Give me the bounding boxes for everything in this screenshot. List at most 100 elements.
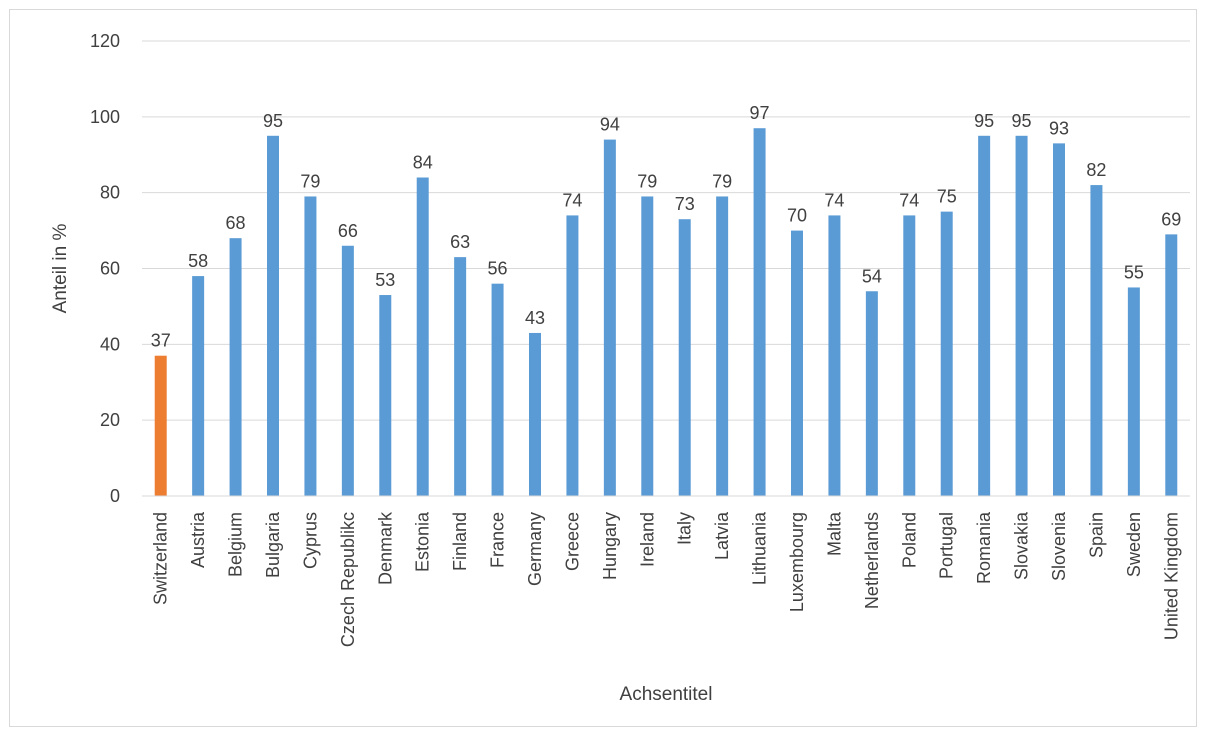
data-label: 95 bbox=[263, 111, 283, 131]
chart-frame bbox=[9, 9, 1197, 727]
data-label: 94 bbox=[600, 115, 620, 135]
bar-denmark bbox=[379, 295, 392, 496]
bar-lithuania bbox=[753, 128, 766, 497]
data-label: 84 bbox=[413, 153, 433, 173]
data-label: 95 bbox=[974, 111, 994, 131]
bar-italy bbox=[678, 219, 691, 497]
bar-united-kingdom bbox=[1165, 234, 1178, 496]
x-tick-label: Lithuania bbox=[750, 511, 770, 585]
data-label: 95 bbox=[1012, 111, 1032, 131]
y-tick-label: 20 bbox=[100, 410, 120, 430]
bar-hungary bbox=[603, 139, 616, 497]
bar-luxembourg bbox=[791, 230, 803, 497]
y-tick-label: 40 bbox=[100, 334, 120, 354]
bar-belgium bbox=[229, 238, 242, 496]
y-tick-label: 120 bbox=[90, 31, 120, 51]
x-tick-label: Portugal bbox=[937, 512, 957, 579]
bar-switzerland bbox=[154, 355, 167, 496]
bar-malta bbox=[828, 215, 841, 496]
data-label: 79 bbox=[300, 171, 320, 191]
data-label: 68 bbox=[226, 213, 246, 233]
data-label: 53 bbox=[375, 270, 395, 290]
bar-portugal bbox=[940, 211, 953, 496]
x-tick-label: Netherlands bbox=[862, 512, 882, 609]
data-label: 43 bbox=[525, 308, 545, 328]
x-tick-label: Bulgaria bbox=[263, 511, 283, 578]
x-tick-label: Czech Republikc bbox=[338, 512, 358, 647]
data-label: 79 bbox=[637, 171, 657, 191]
y-axis-ticks: 0 20 40 60 80 100 120 bbox=[90, 31, 120, 506]
x-tick-label: Hungary bbox=[600, 512, 620, 580]
x-tick-label: Spain bbox=[1086, 512, 1106, 558]
bar-slovakia bbox=[1015, 135, 1028, 496]
x-axis-ticks: Switzerland Austria Belgium Bulgaria Cyprus C… bbox=[151, 511, 1182, 647]
x-tick-label: Slovenia bbox=[1049, 511, 1069, 581]
x-tick-label: United Kingdom bbox=[1161, 512, 1181, 640]
data-label: 58 bbox=[188, 251, 208, 271]
data-label: 55 bbox=[1124, 262, 1144, 282]
x-tick-label: Germany bbox=[525, 512, 545, 586]
bar-ireland bbox=[641, 196, 654, 497]
bar-greece bbox=[566, 215, 579, 496]
gridlines bbox=[142, 40, 1190, 421]
x-tick-label: Finland bbox=[450, 512, 470, 571]
y-axis-title: Anteil in % bbox=[50, 224, 71, 314]
bar-latvia bbox=[716, 196, 729, 497]
x-tick-label: Estonia bbox=[413, 511, 433, 572]
data-label: 74 bbox=[899, 190, 919, 210]
data-labels: 37 58 68 95 79 66 53 84 63 56 43 74 94 79 73 79 97 70 74 54… bbox=[151, 103, 1182, 351]
x-tick-label: Slovakia bbox=[1012, 511, 1032, 580]
bar-sweden bbox=[1127, 287, 1140, 496]
x-tick-label: Switzerland bbox=[151, 512, 171, 605]
data-label: 56 bbox=[488, 259, 508, 279]
y-tick-label: 80 bbox=[100, 183, 120, 203]
x-tick-label: Denmark bbox=[375, 511, 395, 585]
data-label: 74 bbox=[824, 190, 844, 210]
bar-spain bbox=[1090, 185, 1103, 497]
data-label: 73 bbox=[675, 194, 695, 214]
x-tick-label: Austria bbox=[188, 511, 208, 568]
x-tick-label: Romania bbox=[974, 511, 994, 584]
x-tick-label: Italy bbox=[675, 512, 695, 545]
bar-estonia bbox=[416, 177, 429, 496]
data-label: 82 bbox=[1086, 160, 1106, 180]
bar-france bbox=[491, 283, 504, 496]
bar-germany bbox=[529, 332, 541, 496]
bar-cyprus bbox=[304, 196, 317, 497]
x-tick-label: Belgium bbox=[226, 512, 246, 577]
bar-netherlands bbox=[865, 291, 878, 496]
bar-poland bbox=[903, 215, 916, 496]
bars bbox=[154, 128, 1178, 497]
bar-finland bbox=[454, 257, 467, 496]
data-label: 79 bbox=[712, 171, 732, 191]
data-label: 70 bbox=[787, 206, 807, 226]
x-tick-label: Malta bbox=[824, 511, 844, 556]
x-tick-label: France bbox=[488, 512, 508, 568]
data-label: 93 bbox=[1049, 118, 1069, 138]
data-label: 37 bbox=[151, 331, 171, 351]
data-label: 97 bbox=[750, 103, 770, 123]
bar-slovenia bbox=[1053, 143, 1065, 496]
x-axis-title: Achsentitel bbox=[620, 684, 713, 705]
bar-czech-republikc bbox=[341, 245, 354, 496]
bar-romania bbox=[978, 135, 991, 496]
y-tick-label: 100 bbox=[90, 107, 120, 127]
y-tick-label: 60 bbox=[100, 259, 120, 279]
x-tick-label: Latvia bbox=[712, 511, 732, 560]
x-tick-label: Ireland bbox=[637, 512, 657, 567]
x-tick-label: Cyprus bbox=[300, 512, 320, 569]
x-tick-label: Greece bbox=[562, 512, 582, 571]
y-tick-label: 0 bbox=[110, 486, 120, 506]
data-label: 63 bbox=[450, 232, 470, 252]
data-label: 75 bbox=[937, 187, 957, 207]
data-label: 74 bbox=[562, 190, 582, 210]
data-label: 66 bbox=[338, 221, 358, 241]
bar-bulgaria bbox=[267, 135, 279, 496]
x-tick-label: Poland bbox=[899, 512, 919, 568]
x-tick-label: Luxembourg bbox=[787, 512, 807, 612]
x-tick-label: Sweden bbox=[1124, 512, 1144, 577]
data-label: 69 bbox=[1161, 209, 1181, 229]
bar-austria bbox=[192, 276, 205, 496]
data-label: 54 bbox=[862, 266, 882, 286]
